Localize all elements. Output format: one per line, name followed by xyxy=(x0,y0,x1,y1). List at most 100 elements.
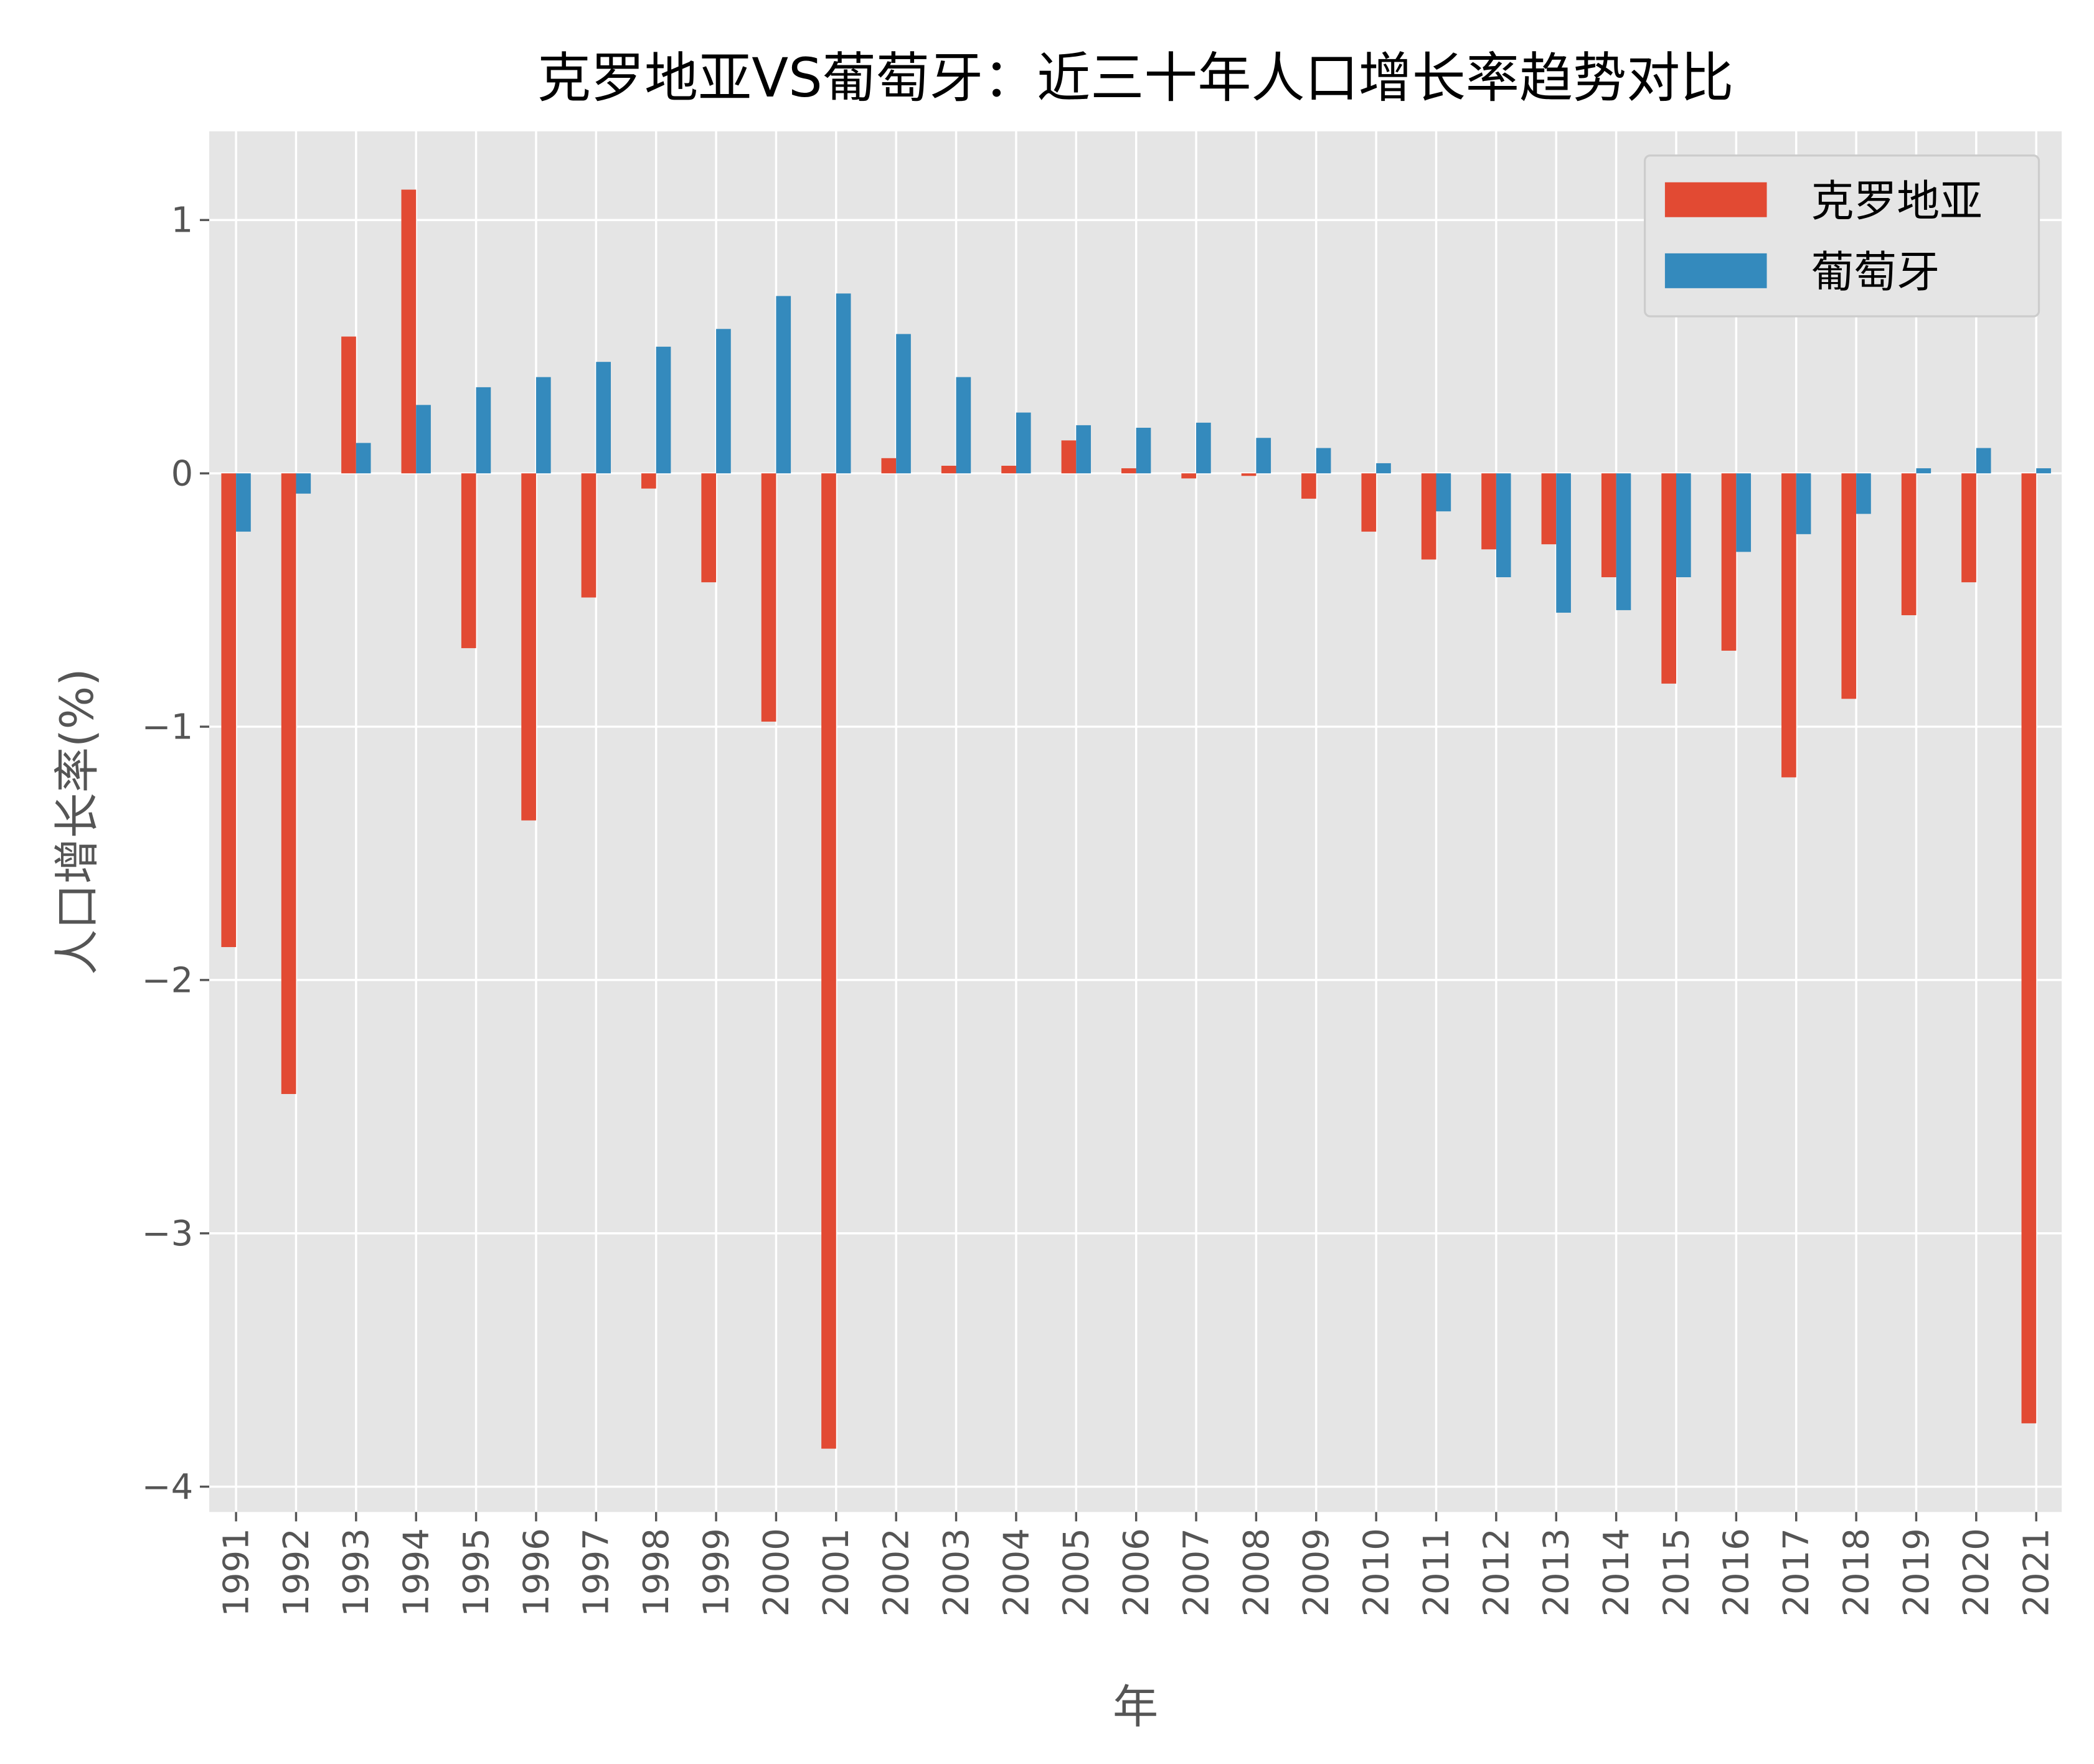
chart-title: 克罗地亚VS葡萄牙：近三十年人口增长率趋势对比 xyxy=(537,47,1734,110)
x-tick-label: 1999 xyxy=(696,1528,737,1616)
bar-croatia-1991 xyxy=(221,473,237,948)
bar-portugal-2008 xyxy=(1256,438,1271,474)
x-tick-label: 2000 xyxy=(757,1528,797,1616)
x-tick-label: 2007 xyxy=(1176,1528,1217,1616)
bar-croatia-1996 xyxy=(521,473,536,821)
bar-croatia-1994 xyxy=(401,189,417,474)
bar-portugal-2007 xyxy=(1196,422,1211,474)
bar-croatia-2010 xyxy=(1361,473,1377,532)
bar-croatia-2017 xyxy=(1781,473,1796,778)
bar-portugal-1999 xyxy=(716,329,731,474)
bar-croatia-2003 xyxy=(941,466,956,474)
legend-label-portugal: 葡萄牙 xyxy=(1811,248,1940,298)
x-tick-label: 2017 xyxy=(1776,1528,1817,1616)
x-tick-label: 2015 xyxy=(1656,1528,1697,1616)
bar-portugal-2014 xyxy=(1616,473,1631,610)
bar-portugal-2020 xyxy=(1976,448,1991,474)
x-tick-label: 2011 xyxy=(1417,1528,1457,1616)
bar-croatia-2011 xyxy=(1421,473,1436,560)
bar-portugal-2001 xyxy=(836,293,851,474)
bar-portugal-1994 xyxy=(416,405,431,474)
bar-portugal-2003 xyxy=(956,377,971,474)
x-tick-label: 2010 xyxy=(1357,1528,1397,1616)
x-tick-label: 2001 xyxy=(816,1528,857,1616)
x-tick-label: 2004 xyxy=(996,1528,1037,1616)
bars xyxy=(221,189,2051,1449)
bar-portugal-2021 xyxy=(2036,468,2051,474)
bar-portugal-1991 xyxy=(236,473,251,532)
bar-croatia-2006 xyxy=(1121,468,1136,474)
y-axis-label: 人口增长率(%) xyxy=(51,668,104,975)
bar-portugal-2017 xyxy=(1796,473,1811,534)
bar-croatia-1997 xyxy=(581,473,597,598)
x-axis-label: 年 xyxy=(1113,1681,1158,1733)
x-tick-label: 1994 xyxy=(397,1528,437,1616)
y-tick-label: −2 xyxy=(142,960,194,1001)
x-tick-label: 2008 xyxy=(1237,1528,1277,1616)
x-tick-label: 1996 xyxy=(516,1528,557,1616)
y-tick-label: 1 xyxy=(171,200,194,241)
bar-portugal-1993 xyxy=(356,443,371,474)
bar-croatia-1993 xyxy=(341,336,356,474)
bar-portugal-2019 xyxy=(1916,468,1931,474)
x-tick-label: 2021 xyxy=(2017,1528,2057,1616)
bar-croatia-2016 xyxy=(1721,473,1737,651)
x-tick-label: 2018 xyxy=(1836,1528,1877,1616)
bar-croatia-1992 xyxy=(281,473,296,1094)
bar-croatia-2020 xyxy=(1961,473,1976,583)
bar-croatia-1999 xyxy=(701,473,717,583)
x-axis: 1991 1992 1993 1994 1995 1996 1997 1998 1999 2000… xyxy=(216,1512,2057,1617)
bar-portugal-1997 xyxy=(596,362,611,474)
x-tick-label: 2012 xyxy=(1476,1528,1517,1616)
bar-croatia-2012 xyxy=(1481,473,1496,550)
bar-croatia-2004 xyxy=(1001,466,1016,474)
x-tick-label: 2014 xyxy=(1596,1528,1637,1616)
x-tick-label: 2006 xyxy=(1116,1528,1157,1616)
bar-croatia-2019 xyxy=(1901,473,1917,616)
bar-croatia-2009 xyxy=(1301,473,1316,499)
bar-portugal-1996 xyxy=(535,377,551,474)
bar-portugal-2010 xyxy=(1376,463,1391,474)
bar-portugal-2013 xyxy=(1556,473,1571,613)
x-tick-label: 2016 xyxy=(1717,1528,1757,1616)
legend: 克罗地亚 葡萄牙 xyxy=(1644,154,2040,318)
x-tick-label: 1995 xyxy=(456,1528,497,1616)
bar-croatia-2001 xyxy=(821,473,836,1449)
bar-croatia-2015 xyxy=(1661,473,1676,684)
bar-portugal-1992 xyxy=(296,473,311,494)
bar-croatia-2021 xyxy=(2021,473,2037,1423)
bar-portugal-2004 xyxy=(1016,412,1031,474)
bar-portugal-2011 xyxy=(1436,473,1451,512)
bar-croatia-2002 xyxy=(881,458,897,474)
x-tick-label: 1998 xyxy=(636,1528,677,1616)
x-tick-label: 2009 xyxy=(1296,1528,1337,1616)
x-tick-label: 2005 xyxy=(1057,1528,1097,1616)
bar-portugal-2015 xyxy=(1676,473,1691,578)
legend-swatch-croatia xyxy=(1664,182,1767,217)
bar-croatia-2000 xyxy=(761,473,776,722)
x-tick-label: 2019 xyxy=(1897,1528,1937,1616)
bar-portugal-2000 xyxy=(776,296,791,474)
y-tick-label: −3 xyxy=(142,1214,194,1254)
bar-croatia-2007 xyxy=(1181,473,1197,479)
bar-portugal-1998 xyxy=(656,346,671,474)
bar-portugal-2009 xyxy=(1316,448,1331,474)
bar-croatia-1995 xyxy=(461,473,476,648)
y-tick-label: −4 xyxy=(142,1467,194,1507)
bar-portugal-2016 xyxy=(1736,473,1752,552)
x-tick-label: 1992 xyxy=(276,1528,317,1616)
bar-portugal-2006 xyxy=(1136,427,1151,474)
bar-croatia-2005 xyxy=(1061,440,1077,474)
legend-swatch-portugal xyxy=(1664,253,1767,288)
bar-croatia-1998 xyxy=(641,473,656,489)
y-tick-label: −1 xyxy=(142,707,194,747)
bar-portugal-2005 xyxy=(1076,425,1091,474)
legend-label-croatia: 克罗地亚 xyxy=(1811,177,1983,227)
bar-portugal-2002 xyxy=(896,334,911,474)
bar-portugal-2018 xyxy=(1856,473,1871,514)
x-tick-label: 2002 xyxy=(877,1528,917,1616)
y-tick-label: 0 xyxy=(171,454,194,494)
y-axis: 1 0 −1 −2 −3 −4 xyxy=(142,200,210,1507)
bar-croatia-2018 xyxy=(1841,473,1857,699)
